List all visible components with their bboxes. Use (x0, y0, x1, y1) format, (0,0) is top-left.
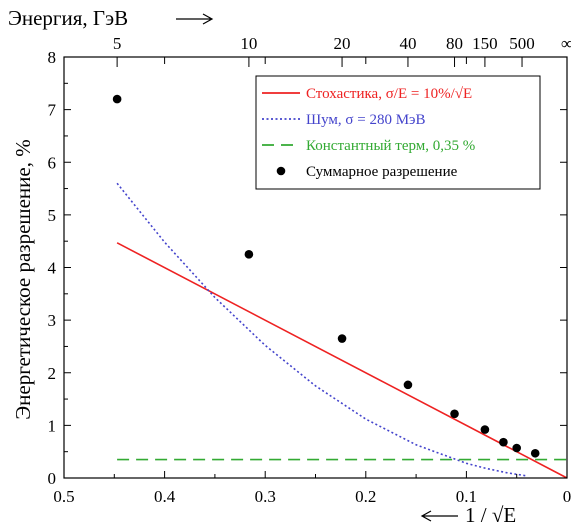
x-tick-label: 0.5 (53, 487, 74, 506)
top-tick-label: 5 (113, 34, 122, 53)
x-tick-label: 0.2 (355, 487, 376, 506)
top-tick-label: 10 (240, 34, 257, 53)
y-tick-label: 0 (48, 469, 57, 488)
ticks-layer (63, 56, 568, 479)
data-point (244, 250, 254, 259)
legend-label-3: Суммарное разрешение (306, 164, 458, 180)
data-point (512, 443, 521, 453)
legend-swatch-3 (276, 166, 286, 176)
series-line-0 (116, 242, 568, 479)
top-tick-label: 150 (472, 34, 498, 53)
top-tick-label: ∞ (561, 34, 571, 53)
y-tick-label: 2 (48, 364, 57, 383)
x-tick-label: 0 (563, 487, 571, 506)
bottom-axis-arrow (420, 510, 458, 522)
data-point (499, 437, 508, 447)
data-point (450, 409, 459, 419)
y-tick-label: 6 (48, 153, 57, 172)
y-tick-label: 4 (48, 259, 57, 278)
top-axis-title: Энергия, ГэВ (8, 6, 128, 30)
x-tick-label: 0.3 (255, 487, 276, 506)
legend: Стохастика, σ/E = 10%/√E Шум, σ = 280 МэВ… (255, 75, 541, 190)
data-point (403, 380, 413, 390)
y-tick-label: 8 (48, 48, 57, 67)
top-tick-label: 80 (446, 34, 463, 53)
top-axis-arrow (176, 13, 214, 25)
y-tick-label: 5 (48, 206, 57, 225)
legend-items: Стохастика, σ/E = 10%/√E Шум, σ = 280 МэВ… (262, 86, 475, 180)
x-axis-title: 1 / √E (465, 503, 516, 527)
series-lines-layer (116, 182, 568, 479)
legend-label-2: Константный терм, 0,35 % (306, 138, 475, 154)
x-tick-label: 0.1 (456, 487, 477, 506)
y-tick-label: 3 (48, 311, 57, 330)
series-line-1 (116, 182, 527, 477)
top-tick-label: 20 (334, 34, 351, 53)
legend-box (255, 75, 541, 190)
y-tick-label: 1 (48, 416, 57, 435)
data-point (337, 334, 347, 343)
top-tick-label: 500 (509, 34, 535, 53)
data-point (112, 94, 122, 104)
y-tick-label: 7 (48, 101, 57, 120)
y-axis-title: Энергетическое разрешение, % (11, 139, 35, 419)
top-tick-label: 40 (399, 34, 416, 53)
x-tick-label: 0.4 (154, 487, 176, 506)
labels-layer: 0.5 0.4 0.3 0.2 0.1 0 0 1 2 3 4 5 6 7 8 5 10 20 40 80 150 500… (48, 34, 571, 506)
legend-label-1: Шум, σ = 280 МэВ (306, 112, 426, 128)
legend-label-0: Стохастика, σ/E = 10%/√E (306, 86, 472, 102)
data-point (530, 448, 540, 458)
series-points-layer (112, 94, 540, 458)
data-point (480, 425, 490, 434)
